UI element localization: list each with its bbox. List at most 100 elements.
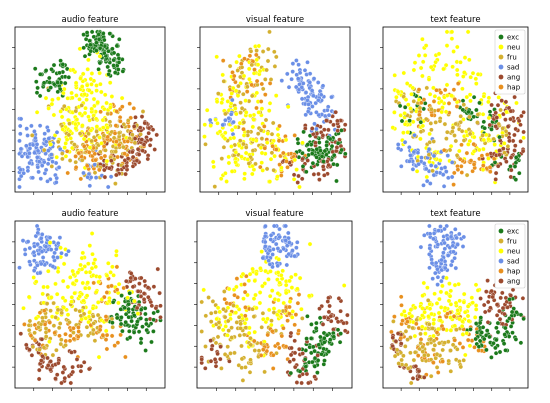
scatter-point xyxy=(104,100,109,106)
scatter-point xyxy=(297,346,302,352)
scatter-point xyxy=(56,325,62,331)
scatter-point xyxy=(246,161,252,166)
scatter-point xyxy=(471,94,477,100)
scatter-point xyxy=(467,92,473,97)
scatter-point xyxy=(81,298,86,304)
scatter-point xyxy=(254,305,259,311)
scatter-point xyxy=(433,59,438,65)
scatter-point xyxy=(60,295,66,301)
scatter-point xyxy=(326,112,332,118)
scatter-point xyxy=(137,125,143,130)
scatter-point xyxy=(430,276,435,281)
scatter-point xyxy=(254,48,259,53)
scatter-point xyxy=(149,303,155,309)
scatter-point xyxy=(234,276,240,281)
scatter-point xyxy=(311,76,317,81)
scatter-point xyxy=(417,374,422,379)
scatter-point xyxy=(111,135,117,141)
scatter-point xyxy=(435,282,440,287)
legend-label: neu xyxy=(507,248,520,256)
scatter-point xyxy=(418,129,424,134)
scatter-point xyxy=(87,269,93,275)
scatter-point xyxy=(77,97,82,102)
scatter-point xyxy=(480,112,486,117)
scatter-point xyxy=(263,92,268,97)
scatter-point xyxy=(266,46,271,52)
scatter-point xyxy=(76,329,81,334)
scatter-point xyxy=(80,250,86,256)
scatter-point xyxy=(91,280,96,286)
scatter-point xyxy=(306,293,312,299)
scatter-point xyxy=(418,244,424,250)
scatter-point xyxy=(296,173,301,179)
scatter-point xyxy=(122,305,127,311)
scatter-point xyxy=(288,370,294,376)
scatter-point xyxy=(51,62,57,68)
scatter-point xyxy=(252,67,257,72)
scatter-point xyxy=(504,159,509,164)
scatter-point xyxy=(211,164,216,170)
scatter-point xyxy=(103,328,109,334)
scatter-point xyxy=(89,106,94,112)
scatter-point xyxy=(35,148,41,154)
scatter-point xyxy=(240,378,246,383)
scatter-point xyxy=(78,76,83,81)
scatter-point xyxy=(475,120,480,125)
scatter-point xyxy=(91,34,97,40)
scatter-point xyxy=(420,293,425,298)
scatter-point xyxy=(146,294,151,300)
axis-ticks xyxy=(12,47,147,195)
scatter-point xyxy=(484,328,490,333)
scatter-point xyxy=(236,314,242,320)
scatter-point xyxy=(455,81,461,86)
scatter-point xyxy=(102,37,107,43)
scatter-point xyxy=(473,282,479,288)
scatter-point xyxy=(431,231,437,236)
scatter-point xyxy=(48,359,53,364)
scatter-point xyxy=(454,67,460,73)
scatter-point xyxy=(75,270,81,275)
scatter-point xyxy=(37,310,43,315)
scatter-point xyxy=(153,305,159,311)
scatter-point xyxy=(438,305,444,310)
scatter-point xyxy=(229,169,235,174)
scatter-point xyxy=(63,154,69,159)
scatter-point xyxy=(18,331,24,336)
scatter-point xyxy=(254,57,259,63)
scatter-point xyxy=(89,71,95,76)
scatter-point xyxy=(411,99,417,104)
scatter-point xyxy=(452,255,457,261)
scatter-point xyxy=(268,156,274,162)
scatter-point xyxy=(320,133,326,138)
legend-marker xyxy=(498,238,504,244)
scatter-point xyxy=(215,334,221,340)
scatter-point xyxy=(521,135,526,141)
scatter-point xyxy=(495,320,501,326)
scatter-point xyxy=(132,298,137,304)
scatter-point xyxy=(199,299,204,305)
scatter-point xyxy=(119,315,124,320)
scatter-point xyxy=(392,314,397,319)
scatter-point xyxy=(312,364,318,369)
scatter-point xyxy=(458,364,464,370)
panel-title: visual feature xyxy=(245,209,303,219)
scatter-point xyxy=(466,109,471,115)
scatter-point xyxy=(107,119,113,125)
scatter-point xyxy=(474,81,479,86)
scatter-point xyxy=(216,91,221,96)
scatter-point xyxy=(311,93,316,99)
scatter-point xyxy=(98,81,103,87)
scatter-point xyxy=(85,174,90,180)
legend-label: hap xyxy=(507,268,521,276)
scatter-point xyxy=(125,295,130,301)
scatter-point xyxy=(507,316,512,321)
scatter-point xyxy=(127,290,132,296)
scatter-point xyxy=(450,64,455,70)
scatter-point xyxy=(122,151,127,156)
scatter-point xyxy=(497,148,502,153)
scatter-point xyxy=(65,312,71,317)
scatter-point xyxy=(289,315,295,320)
scatter-point xyxy=(142,278,147,284)
scatter-point xyxy=(17,138,22,144)
scatter-point xyxy=(336,296,342,301)
